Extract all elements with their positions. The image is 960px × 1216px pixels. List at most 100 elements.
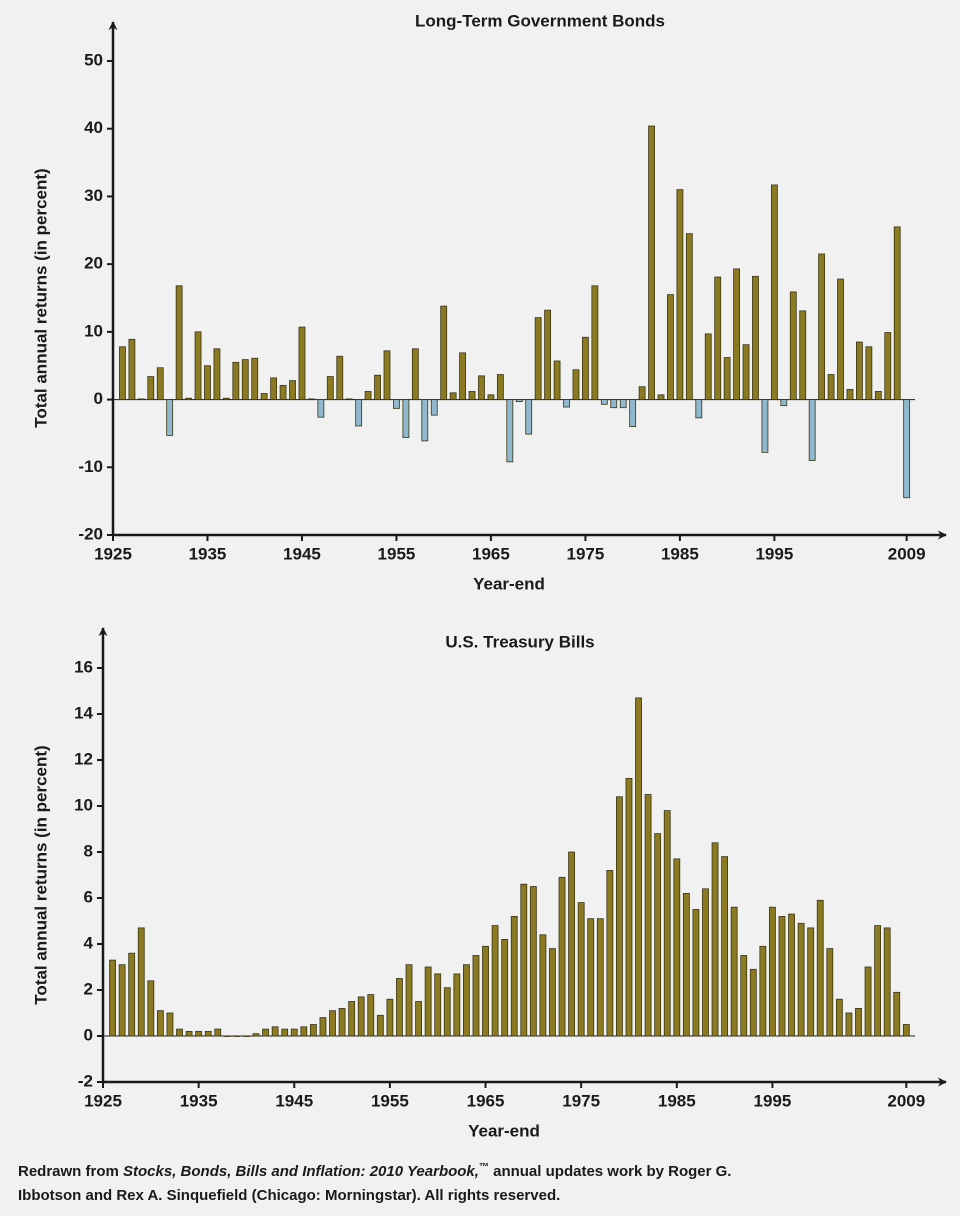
bar xyxy=(638,386,646,400)
bar xyxy=(213,348,221,400)
bar xyxy=(468,391,476,400)
bar xyxy=(721,856,729,1037)
bar xyxy=(374,374,381,400)
bar xyxy=(185,397,192,400)
bar xyxy=(610,399,618,409)
bar xyxy=(176,1028,183,1037)
bar xyxy=(591,285,599,400)
bar xyxy=(137,398,145,400)
x-tick-label: 1985 xyxy=(661,544,699,563)
source-mark: ™ xyxy=(479,1162,489,1173)
source-note: Redrawn from Stocks, Bonds, Bills and In… xyxy=(18,1162,731,1180)
bar xyxy=(711,842,719,1037)
y-tick-label: 2 xyxy=(84,979,93,998)
bar xyxy=(619,399,627,409)
y-tick-label: 30 xyxy=(84,186,103,205)
bar xyxy=(893,226,901,400)
bar xyxy=(797,922,805,1037)
bar xyxy=(472,955,480,1037)
y-tick-label: 40 xyxy=(84,118,103,137)
bar xyxy=(345,398,353,400)
bar xyxy=(421,399,429,442)
bar xyxy=(761,399,769,453)
bar xyxy=(233,1035,241,1037)
bar xyxy=(119,346,126,400)
bar xyxy=(582,336,589,400)
bar xyxy=(357,996,365,1037)
bar xyxy=(166,1012,174,1037)
bar xyxy=(874,925,882,1037)
bar xyxy=(396,978,403,1037)
bar xyxy=(864,966,872,1037)
bar xyxy=(837,278,844,400)
y-tick-label: 16 xyxy=(74,657,93,676)
bar xyxy=(411,348,419,400)
source-text: Redrawn from xyxy=(18,1163,123,1180)
bar xyxy=(336,355,344,400)
bar xyxy=(835,998,843,1037)
bar xyxy=(692,909,700,1037)
bar xyxy=(874,391,882,400)
bar xyxy=(568,851,575,1037)
bar xyxy=(807,927,815,1037)
bar xyxy=(214,1028,222,1037)
bar xyxy=(251,357,259,400)
bar xyxy=(109,959,116,1037)
bar xyxy=(338,1008,346,1037)
x-tick-label: 1955 xyxy=(371,1091,409,1110)
bar xyxy=(463,964,470,1037)
bar xyxy=(704,333,712,400)
bar xyxy=(657,394,665,400)
bar xyxy=(440,305,448,400)
y-tick-label: 14 xyxy=(74,703,93,722)
bar xyxy=(663,810,671,1037)
bar xyxy=(789,291,797,400)
bar xyxy=(845,1012,853,1037)
bar xyxy=(487,394,495,400)
bar xyxy=(434,973,442,1037)
bar xyxy=(260,393,268,400)
x-tick-label: 1925 xyxy=(94,544,132,563)
bar xyxy=(667,294,674,400)
bar xyxy=(846,389,854,400)
bar xyxy=(222,397,230,400)
source-note: Ibbotson and Rex A. Sinquefield (Chicago… xyxy=(18,1187,560,1204)
bar xyxy=(281,1028,289,1037)
bar xyxy=(506,399,514,463)
bar xyxy=(606,870,614,1037)
y-tick-label: -10 xyxy=(78,457,103,476)
bar xyxy=(501,939,509,1037)
y-tick-label: -20 xyxy=(78,524,103,543)
bar xyxy=(147,376,155,400)
bar xyxy=(596,918,604,1037)
x-tick-label: 1935 xyxy=(189,544,227,563)
bar xyxy=(459,352,466,400)
x-axis-label: Year-end xyxy=(468,1121,540,1140)
x-tick-label: 1985 xyxy=(658,1091,696,1110)
x-tick-label: 1955 xyxy=(378,544,416,563)
bar xyxy=(572,369,580,400)
bar xyxy=(128,952,136,1037)
bar xyxy=(482,945,489,1037)
bar xyxy=(788,913,795,1037)
bar xyxy=(648,125,655,400)
bar xyxy=(405,964,413,1037)
bar xyxy=(443,987,451,1037)
bar xyxy=(893,991,901,1037)
bar xyxy=(685,233,693,400)
bar xyxy=(252,1033,260,1037)
bar xyxy=(194,331,202,400)
bar xyxy=(759,945,767,1037)
bar xyxy=(544,309,552,400)
y-tick-label: 4 xyxy=(84,933,94,952)
chart-title: Long-Term Government Bonds xyxy=(415,11,665,30)
bar xyxy=(625,778,633,1037)
bar xyxy=(778,916,786,1037)
bar xyxy=(491,925,499,1037)
bar xyxy=(884,332,892,400)
bar xyxy=(808,399,816,461)
bar xyxy=(223,1035,231,1037)
bar xyxy=(317,399,325,418)
bar xyxy=(553,360,561,400)
